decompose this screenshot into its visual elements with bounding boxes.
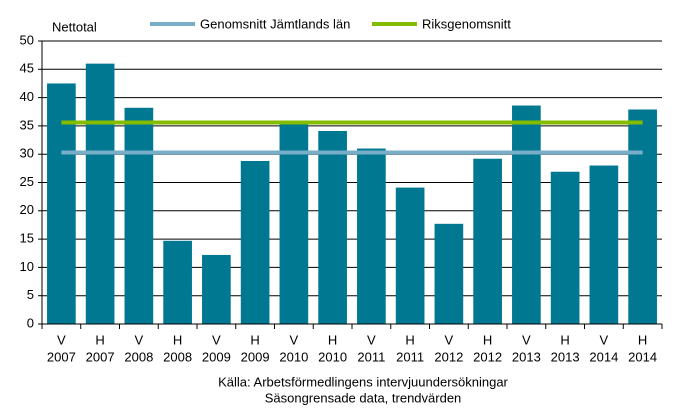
x-tick-label: H bbox=[405, 332, 414, 347]
x-tick-label: H bbox=[173, 332, 182, 347]
x-tick-label: 2014 bbox=[589, 349, 618, 364]
x-tick-label: V bbox=[212, 332, 221, 347]
legend-label: Riksgenomsnitt bbox=[422, 16, 511, 31]
x-tick-label: 2012 bbox=[473, 349, 502, 364]
y-tick-label: 0 bbox=[27, 315, 34, 330]
bar bbox=[85, 63, 115, 324]
x-tick-label: 2013 bbox=[512, 349, 541, 364]
x-tick-label: H bbox=[328, 332, 337, 347]
bar bbox=[124, 107, 154, 325]
x-tick-label: H bbox=[638, 332, 647, 347]
source-note: Källa: Arbetsförmedlingens intervjuunder… bbox=[218, 374, 508, 389]
y-tick-label: 10 bbox=[20, 259, 34, 274]
x-tick-label: V bbox=[367, 332, 376, 347]
x-tick-label: V bbox=[600, 332, 609, 347]
bar bbox=[357, 148, 386, 324]
x-tick-label: 2008 bbox=[163, 349, 192, 364]
y-tick-label: 20 bbox=[20, 202, 34, 217]
y-axis-label: Nettotal bbox=[52, 19, 97, 34]
bar bbox=[512, 105, 541, 324]
y-tick-label: 5 bbox=[27, 287, 34, 302]
x-tick-label: 2009 bbox=[241, 349, 270, 364]
bar bbox=[589, 165, 619, 324]
y-tick-label: 45 bbox=[20, 61, 34, 76]
bar bbox=[550, 171, 580, 324]
bar bbox=[47, 83, 76, 324]
x-tick-label: 2010 bbox=[279, 349, 308, 364]
bar bbox=[163, 240, 192, 324]
bar bbox=[202, 254, 231, 324]
x-tick-label: 2013 bbox=[551, 349, 580, 364]
x-tick-label: 2008 bbox=[124, 349, 153, 364]
bar bbox=[434, 223, 464, 324]
bar bbox=[628, 109, 657, 325]
bar bbox=[395, 187, 425, 324]
y-tick-label: 35 bbox=[20, 117, 34, 132]
x-tick-label: V bbox=[445, 332, 454, 347]
x-tick-label: V bbox=[290, 332, 299, 347]
x-tick-label: 2012 bbox=[434, 349, 463, 364]
bar bbox=[279, 123, 309, 324]
x-tick-label: H bbox=[560, 332, 569, 347]
x-tick-label: H bbox=[250, 332, 259, 347]
x-tick-label: H bbox=[483, 332, 492, 347]
y-tick-label: 40 bbox=[20, 89, 34, 104]
x-tick-label: 2011 bbox=[396, 349, 424, 364]
x-tick-label: 2007 bbox=[86, 349, 115, 364]
bar bbox=[240, 160, 270, 324]
x-tick-label: 2014 bbox=[628, 349, 657, 364]
y-tick-label: 30 bbox=[20, 146, 34, 161]
y-tick-label: 15 bbox=[20, 231, 34, 246]
x-tick-label: 2010 bbox=[318, 349, 347, 364]
bar bbox=[473, 158, 502, 324]
bar bbox=[318, 130, 347, 324]
x-tick-label: H bbox=[95, 332, 104, 347]
legend-label: Genomsnitt Jämtlands län bbox=[200, 16, 350, 31]
x-tick-label: 2007 bbox=[47, 349, 76, 364]
x-tick-label: V bbox=[57, 332, 66, 347]
x-tick-label: V bbox=[135, 332, 144, 347]
x-tick-label: 2011 bbox=[357, 349, 385, 364]
x-tick-label: V bbox=[522, 332, 531, 347]
source-note: Säsongrensade data, trendvärden bbox=[265, 390, 462, 405]
y-tick-label: 25 bbox=[20, 174, 34, 189]
x-tick-label: 2009 bbox=[202, 349, 231, 364]
y-tick-label: 50 bbox=[20, 32, 34, 47]
